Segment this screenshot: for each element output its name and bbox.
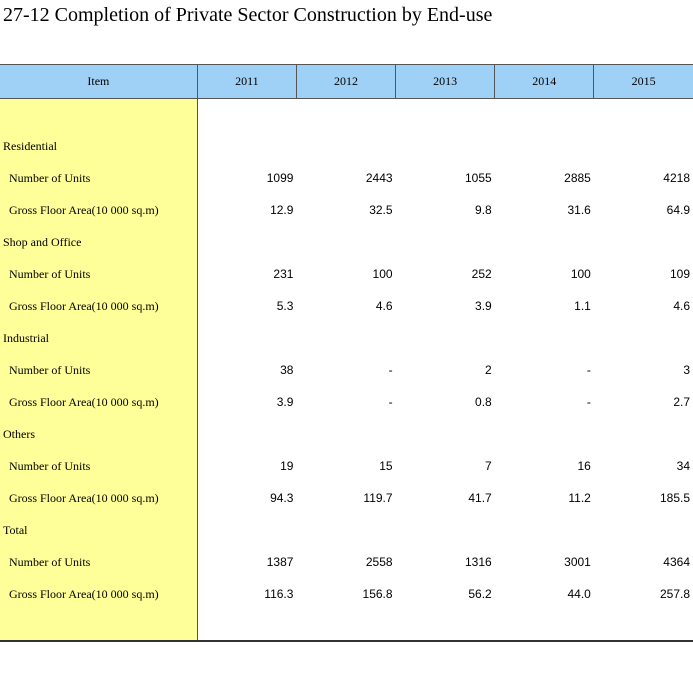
value-cell: - xyxy=(388,395,393,409)
spacer-row xyxy=(0,98,693,130)
value-cell: 1316 xyxy=(465,555,492,569)
group-row: Shop and Office xyxy=(0,226,693,258)
value-cell: 185.5 xyxy=(659,491,690,505)
row-label: Number of Units xyxy=(0,162,198,194)
value-cell: 119.7 xyxy=(363,491,393,505)
value-cell: - xyxy=(586,395,591,409)
value-cell: 116.3 xyxy=(264,587,294,601)
group-label: Shop and Office xyxy=(0,226,198,258)
value-cell: 5.3 xyxy=(276,299,294,313)
table-row: Gross Floor Area(10 000 sq.m) 3.9 - 0.8 - 2.7 xyxy=(0,386,693,418)
group-label: Others xyxy=(0,418,198,450)
value-cell: 9.8 xyxy=(475,203,492,217)
header-year: 2012 xyxy=(295,64,396,99)
group-row: Residential xyxy=(0,130,693,162)
header-item: Item xyxy=(0,64,198,99)
value-cell: 11.2 xyxy=(568,491,591,505)
row-label: Gross Floor Area(10 000 sq.m) xyxy=(0,482,198,514)
value-cell: 4.6 xyxy=(673,299,690,313)
header-year: 2013 xyxy=(395,64,495,99)
value-cell: 1.1 xyxy=(574,299,591,313)
table-row: Gross Floor Area(10 000 sq.m) 5.3 4.6 3.9 1.… xyxy=(0,290,693,322)
header-year: 2015 xyxy=(593,64,693,99)
value-cell: 64.9 xyxy=(666,203,690,217)
value-cell: - xyxy=(586,363,591,377)
value-cell: 2443 xyxy=(365,171,393,185)
group-row: Total xyxy=(0,514,693,546)
group-row: Others xyxy=(0,418,693,450)
value-cell: 3.9 xyxy=(475,299,492,313)
value-cell: 15 xyxy=(379,459,393,473)
value-cell: 2 xyxy=(485,363,492,377)
header-year: 2014 xyxy=(494,64,594,99)
value-cell: 38 xyxy=(280,363,294,377)
value-cell: 7 xyxy=(485,459,492,473)
table-row: Gross Floor Area(10 000 sq.m) 116.3 156.8 5… xyxy=(0,578,693,610)
value-cell: 31.6 xyxy=(567,203,591,217)
value-cell: 12.9 xyxy=(270,203,294,217)
table-row: Number of Units 19 15 7 16 34 xyxy=(0,450,693,482)
row-label: Gross Floor Area(10 000 sq.m) xyxy=(0,578,198,610)
group-label: Industrial xyxy=(0,322,198,354)
value-cell: 3001 xyxy=(564,555,591,569)
construction-table: Item 2011 2012 2013 2014 2015 Residentia… xyxy=(0,64,693,642)
value-cell: 3 xyxy=(683,363,690,377)
row-label: Number of Units xyxy=(0,546,198,578)
row-label: Number of Units xyxy=(0,354,198,386)
value-cell: 257.8 xyxy=(659,587,690,601)
value-cell: 1099 xyxy=(266,171,294,185)
value-cell: 56.2 xyxy=(468,587,492,601)
value-cell: 100 xyxy=(570,267,591,281)
table-row: Number of Units 1099 2443 1055 2885 4218 xyxy=(0,162,693,194)
header-year: 2011 xyxy=(196,64,297,99)
value-cell: 156.8 xyxy=(362,587,393,601)
value-cell: 32.5 xyxy=(369,203,393,217)
table-row: Gross Floor Area(10 000 sq.m) 94.3 119.7 41… xyxy=(0,482,693,514)
value-cell: 19 xyxy=(280,459,294,473)
group-label: Total xyxy=(0,514,198,546)
value-cell: 4218 xyxy=(663,171,690,185)
value-cell: 16 xyxy=(577,459,591,473)
table-row: Gross Floor Area(10 000 sq.m) 12.9 32.5 9.8… xyxy=(0,194,693,226)
value-cell: 4.6 xyxy=(375,299,393,313)
group-row: Industrial xyxy=(0,322,693,354)
value-cell: - xyxy=(388,363,393,377)
value-cell: 1055 xyxy=(465,171,492,185)
value-cell: 0.8 xyxy=(475,395,492,409)
table-title: 27-12 Completion of Private Sector Const… xyxy=(3,4,493,26)
table-row: Number of Units 38 - 2 - 3 xyxy=(0,354,693,386)
value-cell: 34 xyxy=(676,459,690,473)
value-cell: 2.7 xyxy=(673,395,690,409)
value-cell: 94.3 xyxy=(270,491,294,505)
value-cell: 2558 xyxy=(365,555,393,569)
value-cell: 4364 xyxy=(663,555,690,569)
value-cell: 100 xyxy=(372,267,393,281)
header-row: Item 2011 2012 2013 2014 2015 xyxy=(0,64,693,99)
value-cell: 3.9 xyxy=(276,395,294,409)
value-cell: 231 xyxy=(273,267,294,281)
row-label: Number of Units xyxy=(0,450,198,482)
value-cell: 41.7 xyxy=(468,491,492,505)
table-row: Number of Units 231 100 252 100 109 xyxy=(0,258,693,290)
table-row: Number of Units 1387 2558 1316 3001 4364 xyxy=(0,546,693,578)
value-cell: 1387 xyxy=(266,555,294,569)
value-cell: 2885 xyxy=(564,171,591,185)
value-cell: 252 xyxy=(471,267,492,281)
row-label: Number of Units xyxy=(0,258,198,290)
row-label: Gross Floor Area(10 000 sq.m) xyxy=(0,194,198,226)
group-label: Residential xyxy=(0,130,198,162)
bottom-padding-row xyxy=(0,610,693,642)
value-cell: 44.0 xyxy=(567,587,591,601)
value-cell: 109 xyxy=(669,267,690,281)
row-label: Gross Floor Area(10 000 sq.m) xyxy=(0,386,198,418)
table-body: Residential Number of Units 1099 2443 1055 28… xyxy=(0,98,693,642)
row-label: Gross Floor Area(10 000 sq.m) xyxy=(0,290,198,322)
